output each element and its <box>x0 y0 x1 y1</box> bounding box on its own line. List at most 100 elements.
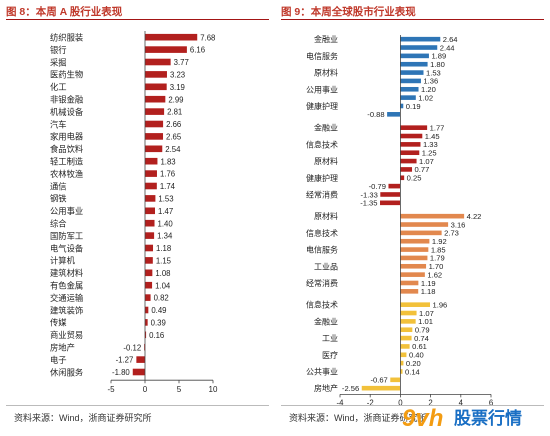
category-label: 经常消费 <box>306 278 338 288</box>
data-label: 7.68 <box>200 33 215 42</box>
x-tick-label: 5 <box>177 385 182 394</box>
bar <box>400 369 403 374</box>
right-title-rule <box>281 19 544 20</box>
category-label: 信息技术 <box>306 228 338 238</box>
data-label: 1.25 <box>422 149 437 158</box>
bar <box>145 58 171 66</box>
category-label: 房地产 <box>50 343 75 353</box>
bar <box>380 200 401 206</box>
bar <box>400 255 428 261</box>
x-tick-label: 6 <box>489 398 493 405</box>
category-label: 电子 <box>50 355 67 365</box>
data-label: -0.88 <box>367 110 384 119</box>
data-label: 0.25 <box>407 174 422 183</box>
bar <box>400 36 441 42</box>
data-label: 1.07 <box>419 309 434 318</box>
data-label: 1.62 <box>427 270 442 279</box>
data-label: 1.15 <box>156 257 172 266</box>
bar <box>145 95 166 103</box>
data-label: 3.23 <box>170 71 185 80</box>
data-label: 1.20 <box>421 85 436 94</box>
bar <box>400 213 465 219</box>
data-label: 4.22 <box>467 212 482 221</box>
category-label: 家用电器 <box>50 132 84 142</box>
bar <box>400 150 420 156</box>
category-label: 非银金融 <box>50 95 83 105</box>
data-label: -0.67 <box>370 376 387 385</box>
bar <box>400 319 416 324</box>
data-label: 0.77 <box>415 165 430 174</box>
category-label: 健康护理 <box>306 101 338 111</box>
bar <box>400 310 417 316</box>
category-label: 纺织服装 <box>50 33 83 43</box>
bar <box>145 157 158 165</box>
data-label: 0.39 <box>151 319 166 328</box>
bar <box>145 269 153 277</box>
bar <box>400 45 438 50</box>
category-label: 食品饮料 <box>50 144 84 154</box>
category-label: 公共事业 <box>306 366 338 376</box>
bar <box>145 207 155 215</box>
data-label: -0.12 <box>123 343 141 352</box>
data-label: 1.89 <box>431 52 446 61</box>
bar <box>400 327 413 333</box>
category-label: 金融业 <box>314 316 338 326</box>
data-label: 0.74 <box>414 334 429 343</box>
bar <box>145 195 156 202</box>
data-label: -1.33 <box>361 190 378 199</box>
category-label: 电气设备 <box>50 243 84 253</box>
category-label: 银行 <box>50 45 67 55</box>
data-label: -1.80 <box>112 368 130 377</box>
data-label: 1.19 <box>421 279 436 288</box>
bar <box>145 33 198 41</box>
data-label: 2.66 <box>166 120 181 129</box>
data-label: 1.92 <box>432 237 447 246</box>
data-label: 1.80 <box>430 60 445 69</box>
bar <box>145 306 149 314</box>
bar <box>400 222 449 227</box>
left-chart-title: 图 8：本周 A 股行业表现 <box>6 6 123 18</box>
left-title-rule <box>6 19 269 20</box>
data-label: 2.44 <box>440 43 455 52</box>
bar <box>400 280 419 286</box>
data-label: 1.36 <box>423 77 438 86</box>
right-source-note: 资料来源：Wind，浙商证券研究所 <box>289 413 427 423</box>
data-label: 1.01 <box>418 317 433 326</box>
category-label: 金融业 <box>314 123 338 133</box>
bar <box>400 158 417 164</box>
x-tick-label: -5 <box>107 385 115 394</box>
category-label: 有色金属 <box>50 281 83 291</box>
category-label: 综合 <box>50 219 67 229</box>
data-label: 2.73 <box>444 229 459 238</box>
bar <box>387 112 401 117</box>
data-label: 1.07 <box>419 157 434 166</box>
watermark-logo: 9vh 股票行情 <box>402 405 522 432</box>
bar <box>145 170 157 177</box>
bar <box>145 83 167 91</box>
category-label: 电信服务 <box>306 51 338 61</box>
bar <box>400 352 407 358</box>
data-label: 1.85 <box>431 245 446 254</box>
bar <box>361 385 401 391</box>
category-label: 机械设备 <box>50 107 84 117</box>
bar <box>400 360 404 366</box>
data-label: 1.04 <box>155 281 171 290</box>
category-label: 国防军工 <box>50 231 83 241</box>
bar <box>145 219 155 227</box>
bar <box>390 377 401 383</box>
bar <box>144 343 145 351</box>
data-label: 2.64 <box>443 35 458 44</box>
bar <box>380 192 401 197</box>
x-tick-label: 10 <box>209 385 218 394</box>
category-label: 医疗 <box>322 350 338 360</box>
data-label: 1.76 <box>160 170 175 179</box>
data-label: 0.19 <box>406 102 421 111</box>
x-tick-label: 2 <box>428 398 432 405</box>
bar <box>145 133 164 140</box>
category-label: 建筑装饰 <box>50 305 83 315</box>
bar <box>145 319 148 326</box>
bar <box>400 53 429 59</box>
data-label: -1.35 <box>360 199 377 208</box>
category-label: 公用事业 <box>306 84 338 94</box>
data-label: 1.02 <box>418 93 433 102</box>
